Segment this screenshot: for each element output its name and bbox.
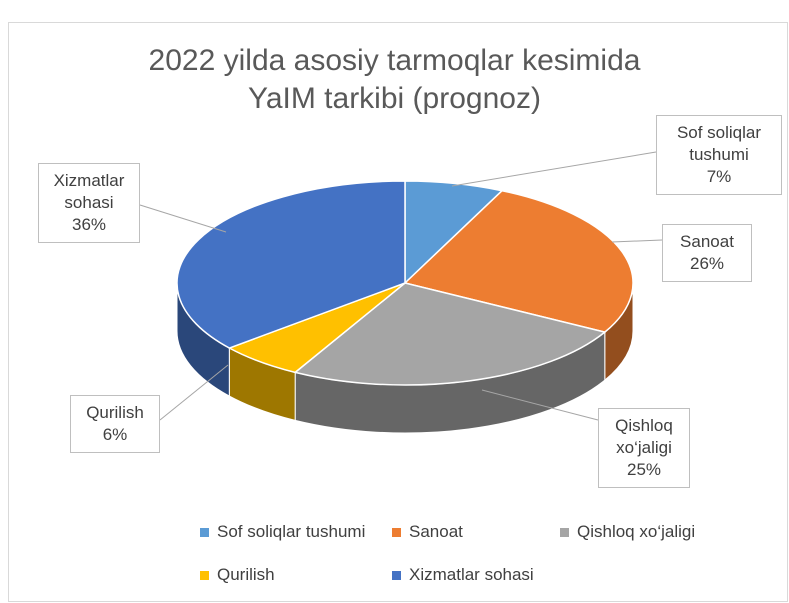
legend-item: Xizmatlar sohasi xyxy=(392,565,534,585)
leader-line xyxy=(451,151,657,187)
legend-label: Sanoat xyxy=(409,522,463,541)
data-label-name: Sanoat xyxy=(680,232,734,251)
chart-title-wrap: 2022 yilda asosiy tarmoqlar kesimida YaI… xyxy=(0,42,789,118)
leader-line xyxy=(139,204,227,233)
data-label: Sof soliqlar tushumi 7% xyxy=(656,115,782,195)
data-label-value: 25% xyxy=(626,460,662,479)
chart-title: 2022 yilda asosiy tarmoqlar kesimida YaI… xyxy=(148,44,641,115)
legend-item: Sanoat xyxy=(392,522,463,542)
leader-line xyxy=(481,389,599,421)
data-label-value: 7% xyxy=(706,167,732,186)
legend-swatch xyxy=(392,528,401,538)
data-label-value: 36% xyxy=(71,215,107,234)
data-label: Qurilish 6% xyxy=(70,395,160,453)
data-label-value: 6% xyxy=(102,425,128,444)
slice xyxy=(293,282,607,386)
legend-swatch xyxy=(200,528,209,538)
data-label: Qishloq xo‘jaligi 25% xyxy=(598,408,690,488)
legend-swatch xyxy=(392,571,401,581)
legend-label: Sof soliqlar tushumi xyxy=(217,522,366,541)
leader-line xyxy=(159,364,229,421)
data-label-name: Xizmatlar sohasi xyxy=(53,171,125,212)
slice xyxy=(176,180,406,349)
data-label: Sanoat 26% xyxy=(662,224,752,282)
data-label: Xizmatlar sohasi 36% xyxy=(38,163,140,243)
legend-swatch xyxy=(200,571,209,581)
data-label-name: Qurilish xyxy=(86,403,144,422)
legend-label: Qurilish xyxy=(217,565,275,584)
legend-label: Xizmatlar sohasi xyxy=(409,565,534,584)
data-label-name: Sof soliqlar tushumi xyxy=(676,123,762,164)
legend-label: Qishloq xo‘jaligi xyxy=(577,522,696,541)
leader-line xyxy=(611,239,663,243)
data-label-value: 26% xyxy=(689,254,725,273)
chart-frame xyxy=(8,22,788,602)
data-label-name: Qishloq xo‘jaligi xyxy=(615,416,673,457)
legend-item: Qurilish xyxy=(200,565,275,585)
legend-swatch xyxy=(560,528,569,538)
legend-item: Qishloq xo‘jaligi xyxy=(560,522,695,542)
legend-item: Sof soliqlar tushumi xyxy=(200,522,365,542)
